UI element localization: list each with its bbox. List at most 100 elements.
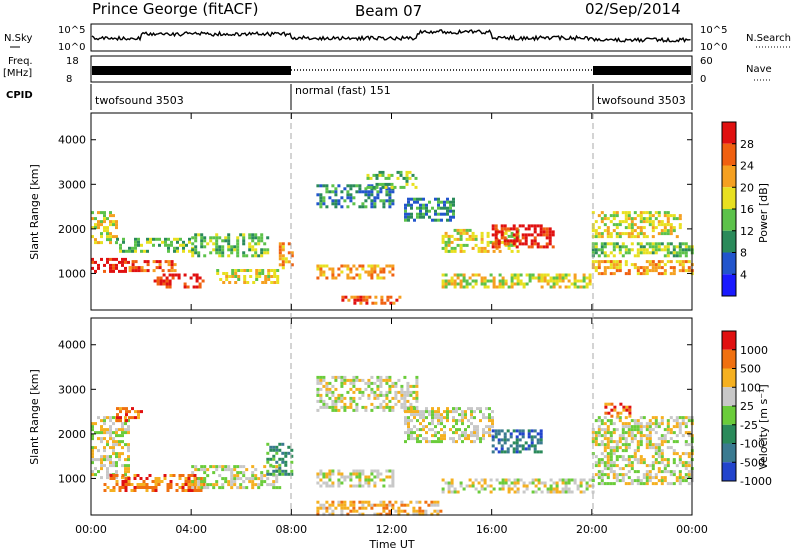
- power-panel: 1000 2000 3000 4000 Slant Range [km]: [28, 112, 694, 311]
- nave-label: Nave: [746, 64, 772, 75]
- date-title: 02/Sep/2014: [585, 0, 681, 18]
- nsearch-tick-bottom: 10^0: [700, 42, 727, 53]
- echo-band: [316, 264, 395, 280]
- y-tick-label: 4000: [58, 339, 86, 352]
- echo-band: [491, 429, 543, 454]
- echo-band: [278, 242, 294, 270]
- cpid-segment-1: twofsound 3503: [95, 94, 184, 107]
- colorbar-swatch: [722, 368, 736, 388]
- freq-bar-left: [92, 66, 291, 75]
- cpid-segment-2: normal (fast) 151: [295, 84, 391, 97]
- echo-band: [404, 197, 455, 222]
- cpid-segment-3: twofsound 3503: [597, 94, 686, 107]
- colorbar-tick-label: 8: [740, 247, 747, 260]
- echo-band: [266, 442, 294, 476]
- power-colorbar: 28 24 20 16 12 8 4: [721, 121, 754, 297]
- echo-band: [103, 474, 206, 492]
- echo-band: [216, 269, 280, 284]
- colorbar-tick-label: -500: [740, 456, 765, 469]
- echo-band: [366, 170, 418, 189]
- y-tick-label: 1000: [58, 472, 86, 485]
- cpid-label: CPID: [6, 90, 33, 101]
- velocity-panel: 1000 2000 3000 4000 Slant Range [km]: [28, 317, 694, 516]
- colorbar-swatch: [722, 209, 736, 231]
- nsearch-label: N.Search: [746, 33, 791, 44]
- x-tick-label: 04:00: [175, 523, 207, 536]
- time-axis: 00:00 04:00 08:00 12:00 16:00 20:00 00:00: [75, 113, 708, 536]
- colorbar-tick-label: -100: [740, 438, 765, 451]
- colorbar-tick-label: 24: [740, 160, 754, 173]
- colorbar-swatch: [722, 406, 736, 425]
- y-tick-label: 3000: [58, 178, 86, 191]
- power-echoes: [91, 170, 694, 305]
- echo-band: [604, 402, 632, 418]
- echo-band: [591, 416, 694, 486]
- cpid-strip: CPID twofsound 3503 normal (fast) 151 tw…: [6, 84, 693, 110]
- power-colorbar-label: Power [dB]: [757, 183, 770, 243]
- nave-tick-top: 60: [700, 56, 713, 67]
- echo-band: [491, 224, 555, 249]
- y-tick-label: 3000: [58, 383, 86, 396]
- colorbar-tick-label: 12: [740, 225, 754, 238]
- echo-band: [591, 242, 694, 258]
- colorbar-swatch: [722, 387, 736, 406]
- velocity-y-axis: 1000 2000 3000 4000: [58, 339, 692, 485]
- echo-band: [404, 407, 494, 444]
- colorbar-swatch: [722, 143, 736, 166]
- echo-band: [128, 260, 177, 273]
- freq-tick-top: 18: [66, 56, 79, 67]
- nsky-tick-top: 10^5: [58, 25, 85, 36]
- freq-tick-bottom: 8: [66, 74, 72, 85]
- colorbar-swatch: [722, 331, 736, 350]
- nave-tick-bottom: 0: [700, 74, 706, 85]
- x-tick-label: 00:00: [676, 523, 708, 536]
- colorbar-tick-label: 16: [740, 203, 754, 216]
- echo-band: [591, 260, 694, 276]
- power-y-axis: 1000 2000 3000 4000: [58, 134, 692, 280]
- colorbar-swatch: [722, 187, 736, 209]
- colorbar-tick-label: -1000: [740, 475, 772, 488]
- nsky-trace: [91, 28, 691, 44]
- echo-band: [316, 375, 419, 412]
- echo-band: [591, 211, 682, 239]
- colorbar-swatch: [722, 349, 736, 369]
- colorbar-tick-label: 25: [740, 400, 754, 413]
- colorbar-swatch: [722, 122, 736, 144]
- echo-band: [316, 469, 395, 488]
- freq-unit: [MHz]: [3, 68, 32, 79]
- colorbar-swatch: [722, 165, 736, 188]
- nsearch-tick-top: 10^5: [700, 25, 727, 36]
- colorbar-swatch: [722, 230, 736, 253]
- mode-separators: [290, 113, 594, 515]
- colorbar-tick-label: 20: [740, 181, 754, 194]
- x-tick-label: 20:00: [576, 523, 608, 536]
- echo-band: [316, 184, 395, 209]
- colorbar-tick-label: -25: [740, 419, 758, 432]
- colorbar-tick-label: 100: [740, 381, 761, 394]
- echo-band: [191, 465, 282, 490]
- echo-band: [153, 273, 205, 289]
- x-tick-label: 00:00: [75, 523, 107, 536]
- velocity-ylabel: Slant Range [km]: [28, 369, 41, 465]
- colorbar-swatch: [722, 443, 736, 463]
- colorbar-tick-label: 4: [740, 268, 747, 281]
- freq-label: Freq.: [8, 56, 33, 67]
- colorbar-swatch: [722, 252, 736, 275]
- colorbar-swatch: [722, 462, 736, 481]
- freq-bar-right: [593, 66, 691, 75]
- station-title: Prince George (fitACF): [92, 0, 258, 18]
- echo-band: [341, 295, 402, 305]
- x-tick-label: 12:00: [376, 523, 408, 536]
- nsky-strip: N.Sky 10^5 10^0 10^5 10^0 N.Search: [4, 23, 791, 53]
- x-tick-label: 16:00: [476, 523, 508, 536]
- y-tick-label: 2000: [58, 223, 86, 236]
- echo-band: [116, 237, 194, 253]
- echo-band: [91, 257, 130, 273]
- power-ylabel: Slant Range [km]: [28, 164, 41, 260]
- colorbar-tick-label: 500: [740, 363, 761, 376]
- y-tick-label: 4000: [58, 134, 86, 147]
- echo-band: [191, 233, 270, 258]
- colorbar-tick-label: 1000: [740, 344, 768, 357]
- echo-band: [316, 500, 443, 516]
- beam-title: Beam 07: [355, 2, 422, 20]
